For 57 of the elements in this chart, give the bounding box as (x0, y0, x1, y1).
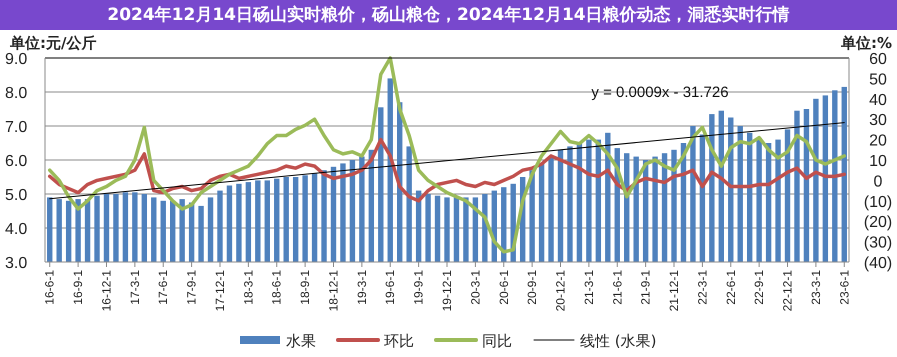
x-tick-label: 22-12-1 (780, 270, 795, 312)
x-tick-label: 20-3-1 (468, 270, 482, 305)
x-tick-label: 20-6-1 (496, 270, 511, 305)
x-tick-label: 16-9-1 (71, 270, 86, 305)
line-series (48, 138, 846, 203)
legend-label: 水果 (286, 332, 316, 350)
x-tick-label: 17-12-1 (212, 270, 227, 312)
y2-tick-label: 40 (869, 92, 887, 109)
y2-tick-label: 30 (869, 112, 887, 130)
x-tick-label: 22-6-1 (724, 270, 738, 305)
y-tick-label: 8.0 (5, 85, 28, 102)
x-tick-label: 22-9-1 (752, 270, 766, 305)
y-tick-label: 3.0 (5, 255, 28, 272)
y2-tick-label: (30) (864, 234, 892, 252)
x-tick-label: 19-12-1 (440, 270, 454, 312)
x-tick-label: 21-6-1 (610, 270, 624, 305)
x-tick-label: 19-9-1 (412, 270, 426, 305)
legend-label: 同比 (482, 332, 512, 350)
legend-label: 环比 (384, 332, 414, 350)
y2-tick-label: (40) (864, 255, 892, 272)
y2-tick-label: 50 (869, 71, 887, 88)
x-tick-label: 21-3-1 (582, 270, 596, 305)
annotation: y = 0.0009x - 31.726 (591, 84, 729, 101)
y2-tick-label: 0 (874, 173, 883, 190)
x-tick-label: 17-9-1 (184, 270, 199, 305)
x-tick-label: 20-12-1 (554, 270, 568, 312)
y-tick-label: 6.0 (5, 153, 28, 170)
x-tick-label: 18-9-1 (298, 270, 312, 305)
x-tick-label: 18-12-1 (326, 270, 340, 312)
y-axis-title: 单位:元/公斤 (9, 34, 96, 52)
x-tick-label: 23-3-1 (808, 270, 823, 305)
x-tick-label: 23-6-1 (837, 270, 852, 305)
x-tick-label: 17-6-1 (156, 270, 170, 305)
x-tick-label: 19-6-1 (383, 270, 398, 305)
y2-tick-label: 60 (869, 51, 887, 68)
x-tick-label: 18-3-1 (241, 270, 256, 305)
x-tick-label: 18-6-1 (270, 270, 284, 305)
x-tick-label: 22-3-1 (695, 270, 710, 305)
x-tick-label: 20-9-1 (525, 270, 540, 305)
y2-tick-label: (20) (864, 214, 892, 232)
y2-tick-label: (10) (864, 194, 892, 211)
x-tick-label: 21-9-1 (638, 270, 653, 305)
y-tick-label: 5.0 (5, 187, 28, 204)
y-tick-label: 9.0 (5, 51, 28, 68)
y2-tick-label: 10 (869, 153, 887, 170)
x-tick-label: 19-3-1 (354, 270, 369, 305)
line-series (48, 56, 846, 254)
y-tick-label: 4.0 (5, 221, 28, 238)
legend-label: 线性 (水果) (580, 332, 656, 350)
y-tick-label: 7.0 (5, 119, 28, 136)
y2-tick-label: 20 (869, 132, 887, 150)
x-tick-label: 17-3-1 (128, 270, 142, 305)
x-tick-label: 16-6-1 (42, 270, 57, 305)
x-tick-label: 16-12-1 (99, 270, 114, 312)
x-tick-label: 21-12-1 (667, 270, 682, 312)
chart-title: 2024年12月14日砀山实时粮价，砀山粮仓，2024年12月14日粮价动态，洞悉实时行情 (106, 4, 791, 26)
y2-axis-title: 单位:% (840, 34, 892, 52)
